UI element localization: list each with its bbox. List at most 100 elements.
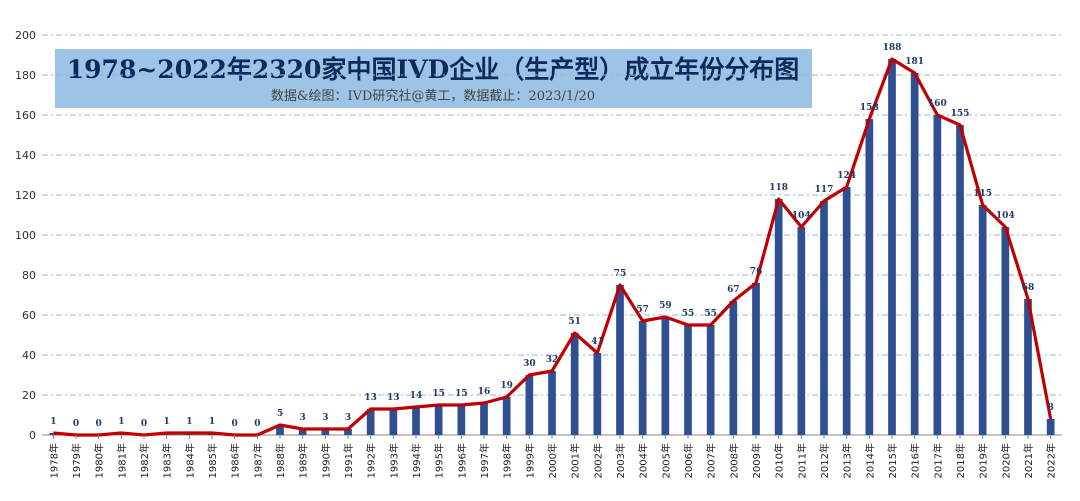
- data-label: 0: [141, 419, 147, 429]
- trend-polyline: [53, 57, 1053, 437]
- data-label: 55: [704, 309, 717, 319]
- bar: [502, 397, 511, 435]
- bar: [570, 333, 579, 435]
- bar: [729, 301, 738, 435]
- bar: [480, 403, 488, 435]
- bar: [797, 227, 806, 435]
- x-tick-label: 2018年: [954, 443, 967, 478]
- bar: [888, 59, 896, 435]
- data-label: 8: [1048, 403, 1054, 413]
- x-tick-label: 1981年: [115, 443, 128, 478]
- data-label: 16: [478, 387, 491, 397]
- x-tick-label: 2012年: [818, 443, 831, 478]
- y-tick-label: 0: [29, 429, 36, 442]
- data-label: 0: [96, 419, 102, 429]
- x-tick-label: 2004年: [637, 443, 650, 478]
- x-tick-label: 2020年: [999, 443, 1012, 478]
- y-tick-label: 200: [15, 29, 36, 42]
- x-tick-label: 1983年: [161, 443, 174, 478]
- x-tick-label: 1986年: [229, 443, 242, 478]
- x-tick-label: 2002年: [591, 443, 604, 478]
- bar: [910, 73, 919, 435]
- bar: [616, 285, 624, 435]
- data-label: 0: [73, 419, 79, 429]
- bar: [298, 429, 307, 435]
- data-label: 76: [750, 267, 763, 277]
- x-tick-label: 2019年: [977, 443, 990, 478]
- data-label: 155: [951, 109, 970, 119]
- bar: [412, 407, 420, 435]
- x-tick-label: 1999年: [523, 443, 536, 478]
- x-axis: 1978年 1979年 1980年 1981年 1982年 1983年 1984年 1985年…: [47, 435, 1058, 478]
- data-label: 30: [523, 359, 536, 369]
- bar: [276, 425, 284, 435]
- data-label: 14: [410, 391, 423, 401]
- data-label: 1: [50, 417, 56, 427]
- y-tick-label: 140: [15, 149, 36, 162]
- bar: [956, 125, 964, 435]
- x-tick-label: 2007年: [705, 443, 718, 478]
- bar: [1024, 299, 1032, 435]
- x-tick-label: 1980年: [93, 443, 106, 478]
- data-label: 32: [546, 355, 559, 365]
- data-label: 0: [232, 419, 238, 429]
- bar: [706, 325, 715, 435]
- x-tick-label: 1987年: [251, 443, 264, 478]
- data-label: 158: [860, 103, 879, 113]
- bar: [752, 283, 760, 435]
- y-tick-label: 160: [15, 109, 36, 122]
- data-label: 1: [164, 417, 170, 427]
- data-label: 5: [277, 409, 283, 419]
- x-tick-label: 2017年: [931, 443, 944, 478]
- y-tick-label: 120: [15, 189, 36, 202]
- data-labels: 1 0 0 1 0 1 1 1 0 0 5 3 3 3 13 13 14 15 15 16 19 30 32 51 41 75 57…: [50, 43, 1054, 429]
- data-label: 15: [432, 389, 445, 399]
- y-tick-label: 40: [22, 349, 36, 362]
- data-label: 0: [254, 419, 260, 429]
- bar: [321, 429, 330, 435]
- bar: [933, 115, 942, 435]
- bar: [344, 429, 352, 435]
- data-label: 115: [973, 189, 992, 199]
- y-tick-label: 180: [15, 69, 36, 82]
- data-label: 117: [815, 185, 834, 195]
- x-tick-label: 1994年: [410, 443, 423, 478]
- x-tick-label: 1997年: [478, 443, 491, 478]
- x-tick-label: 2006年: [682, 443, 695, 478]
- data-label: 41: [591, 337, 604, 347]
- x-tick-label: 1990年: [319, 443, 332, 478]
- bar: [434, 405, 443, 435]
- bars: [49, 59, 1055, 435]
- y-tick-label: 80: [22, 269, 36, 282]
- data-label: 57: [636, 305, 649, 315]
- bar: [842, 187, 851, 435]
- x-tick-label: 1989年: [297, 443, 310, 478]
- bar: [638, 321, 647, 435]
- x-tick-label: 1985年: [206, 443, 219, 478]
- bar: [1046, 419, 1055, 435]
- bar: [1001, 227, 1010, 435]
- bar: [865, 119, 874, 435]
- y-tick-label: 60: [22, 309, 36, 322]
- x-tick-label: 2015年: [886, 443, 899, 478]
- x-tick-label: 2010年: [773, 443, 786, 478]
- x-tick-label: 2005年: [659, 443, 672, 478]
- x-tick-label: 1988年: [274, 443, 287, 478]
- x-tick-label: 1992年: [365, 443, 378, 478]
- data-label: 124: [837, 171, 856, 181]
- data-label: 55: [682, 309, 695, 319]
- x-tick-label: 1984年: [183, 443, 196, 478]
- x-tick-label: 2014年: [863, 443, 876, 478]
- x-tick-label: 2003年: [614, 443, 627, 478]
- bar: [820, 201, 828, 435]
- bar: [978, 205, 987, 435]
- bar: [366, 409, 375, 435]
- x-tick-label: 2001年: [569, 443, 582, 478]
- bar: [593, 353, 602, 435]
- chart-subtitle: 数据&绘图：IVD研究社@黄工，数据截止：2023/1/20: [271, 88, 595, 104]
- title-box: 1978~2022年2320家中国IVD企业（生产型）成立年份分布图 数据&绘图…: [55, 49, 812, 108]
- data-label: 1: [118, 417, 124, 427]
- x-tick-label: 1993年: [387, 443, 400, 478]
- y-tick-label: 100: [15, 229, 36, 242]
- data-label: 68: [1022, 283, 1035, 293]
